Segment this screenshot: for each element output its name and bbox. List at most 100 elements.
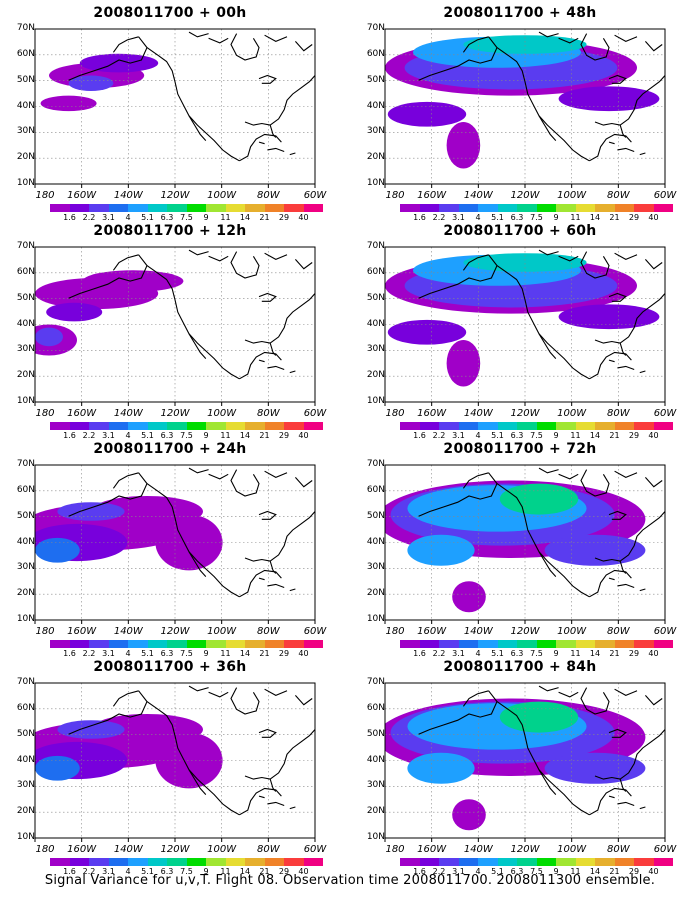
latitude-label: 50N [16,292,35,303]
coastline [188,769,207,795]
longitude-label: 180 [35,408,55,419]
colorbar-swatch [108,422,128,430]
colorbar-label: 6.3 [160,431,174,440]
variance-contour [499,701,579,733]
coastline [289,152,296,156]
coastline [267,147,285,153]
colorbar-label: 2.2 [432,213,446,222]
coastline [267,801,285,807]
colorbar-label: 21 [259,213,270,222]
coastline [239,787,282,816]
colorbar-swatch [264,204,284,212]
latitude-label: 20N [366,588,385,599]
colorbar-label: 5.1 [491,431,504,440]
colorbar-label: 40 [298,649,309,658]
coastline [639,370,646,374]
figure-caption: Signal Variance for u,v,T. Flight 08. Ob… [44,873,656,888]
colorbar-swatch [50,858,70,866]
colorbar-swatch [206,204,226,212]
coastline [580,33,610,61]
coastline [558,691,579,698]
colorbar-label: 9 [203,431,209,440]
longitude-label: 80W [607,408,630,419]
colorbar-label: 21 [259,431,270,440]
coastline [289,588,296,592]
coastline [264,252,288,261]
coastline [146,483,240,598]
latitude-label: 30N [366,344,385,355]
coastline [269,729,315,780]
colorbar [50,640,323,648]
coastline [594,121,621,126]
coastline [244,339,271,344]
colorbar-swatch [186,640,206,648]
longitude-label: 140W [463,844,493,855]
colorbar-swatch [284,858,304,866]
latitude-label: 60N [16,48,35,59]
latitude-label: 10N [16,614,35,624]
colorbar-swatch [419,858,439,866]
colorbar-label: 2.2 [82,867,96,876]
colorbar [50,858,323,866]
colorbar-swatch [400,640,420,648]
map-panel: 2008011700 + 12h 70N 60N 50N 40N 30N 20N 10N 180… [5,223,335,440]
latitude-label: 60N [366,484,385,495]
colorbar-swatch [556,858,576,866]
colorbar-swatch [536,204,556,212]
colorbar-label: 6.3 [510,649,524,658]
latitude-label: 60N [16,484,35,495]
coastline [112,254,139,271]
latitude-label: 60N [16,702,35,713]
variance-contour [35,755,80,781]
coastline [558,255,579,262]
colorbar-swatch [303,858,323,866]
coastline [267,365,285,371]
colorbar-label: 7.5 [180,867,193,876]
longitude-label: 160W [67,408,97,419]
coastline [594,775,621,780]
latitude-label: 60N [16,266,35,277]
colorbar-swatch [419,204,439,212]
coastline [208,691,229,698]
longitude-label: 100W [207,844,237,855]
colorbar-swatch [186,422,206,430]
coastline [462,690,489,707]
longitude-label: 60W [303,190,327,201]
coastline [188,249,209,256]
coastline [538,467,559,474]
longitude-label: 80W [257,408,280,419]
colorbar-swatch [186,858,206,866]
colorbar-swatch [206,858,226,866]
colorbar-swatch [536,422,556,430]
coastline [619,778,627,792]
colorbar-label: 9 [553,649,559,658]
coastline [617,365,635,371]
variance-contour [57,502,125,521]
colorbar [400,204,673,212]
map-canvas [384,28,666,188]
colorbar-swatch [536,640,556,648]
colorbar-label: 40 [298,213,309,222]
map-panel: 2008011700 + 72h 70N 60N 50N 40N 30N 20N 10N 180… [355,441,685,658]
coastline [244,121,271,126]
coastline [594,557,621,562]
colorbar-swatch [497,204,517,212]
coastline [68,36,148,81]
coastline [538,31,559,38]
coastline [619,342,627,356]
colorbar-swatch [614,204,634,212]
coastline [608,359,615,363]
variance-contour [155,514,223,571]
colorbar-swatch [69,422,89,430]
colorbar-swatch [575,422,595,430]
colorbar-label: 40 [298,867,309,876]
colorbar-label: 3.1 [102,213,115,222]
longitude-label: 120W [160,844,190,855]
coastline [614,252,638,261]
colorbar-label: 1.6 [63,867,76,876]
colorbar-swatch [595,204,615,212]
colorbar-swatch [167,422,187,430]
colorbar-swatch [497,640,517,648]
coastline [496,47,590,162]
colorbar-swatch [614,858,634,866]
